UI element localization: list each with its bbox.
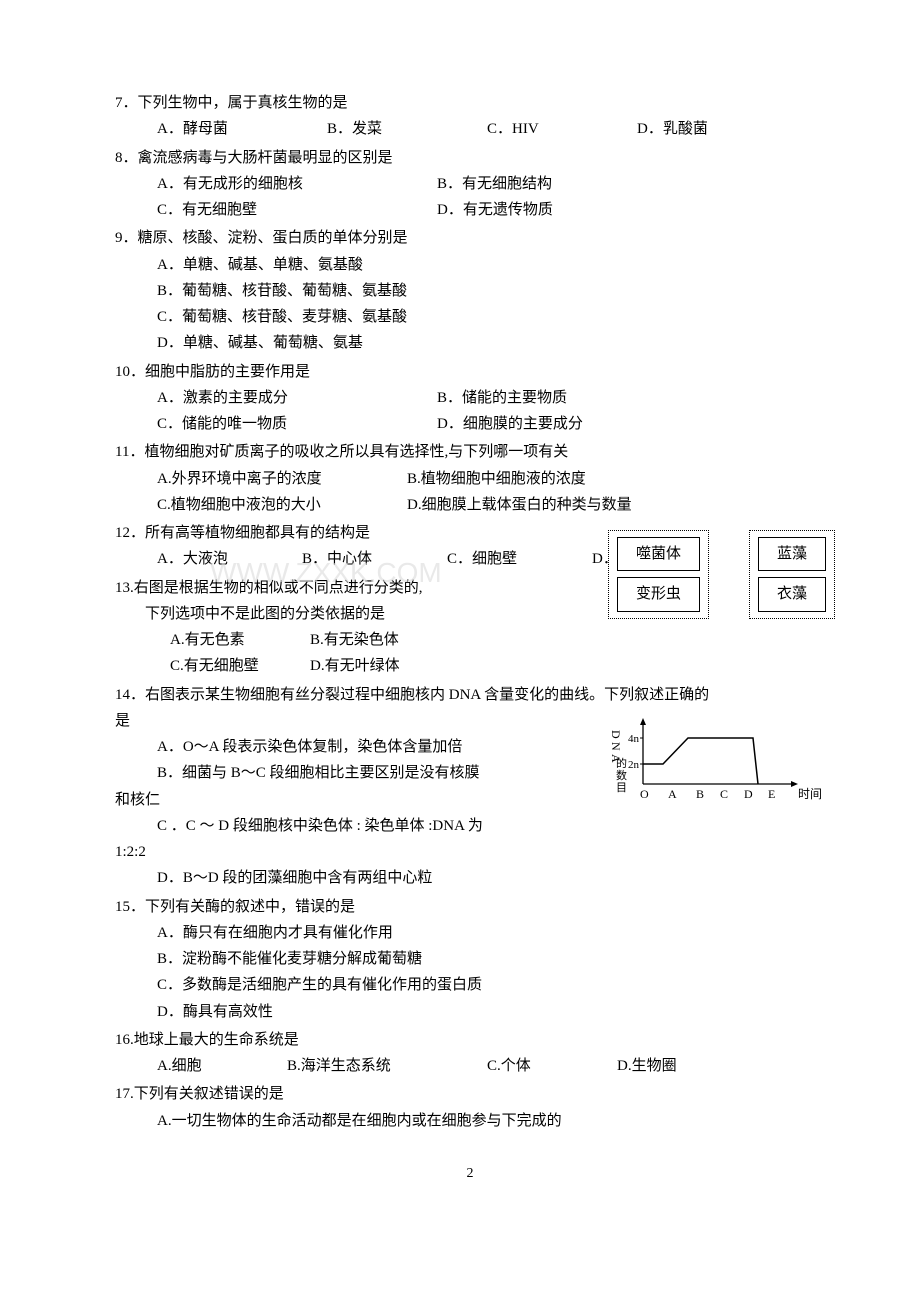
opt-a: A．O～A 段表示染色体复制，染色体含量加倍: [157, 739, 462, 755]
q-text: .地球上最大的生命系统是: [130, 1032, 299, 1048]
q-num: 16: [115, 1032, 130, 1048]
opt-d: D.生物圈: [617, 1053, 747, 1079]
q13-cell: 变形虫: [617, 577, 700, 611]
xtick: E: [768, 787, 775, 801]
xtick: C: [720, 787, 728, 801]
q-text: ．右图表示某生物细胞有丝分裂过程中细胞核内 DNA 含量变化的曲线。下列叙述正确…: [130, 687, 709, 703]
opt-a: A.有无色素: [170, 627, 310, 653]
page-number: 2: [115, 1162, 825, 1187]
opt-b: B．储能的主要物质: [437, 385, 717, 411]
opt-b: B.有无染色体: [310, 627, 450, 653]
question-16: 16.地球上最大的生命系统是 A.细胞 B.海洋生态系统 C.个体 D.生物圈: [115, 1027, 825, 1080]
opt-a: A．单糖、碱基、单糖、氨基酸: [157, 257, 363, 273]
q13-cell: 衣藻: [758, 577, 826, 611]
q13-diagram: 噬菌体 变形虫 蓝藻 衣藻: [608, 530, 835, 619]
opt-a: A．酵母菌: [157, 116, 327, 142]
opt-c-cont: 1:2:2: [115, 839, 825, 865]
ylabel-char: 目: [616, 782, 627, 794]
q-num: 8: [115, 150, 123, 166]
opt-a: A.细胞: [157, 1053, 287, 1079]
q-text: .右图是根据生物的相似或不同点进行分类的,: [130, 580, 423, 596]
opt-c: C.植物细胞中液泡的大小: [157, 492, 407, 518]
opt-a: A.一切生物体的生命活动都是在细胞内或在细胞参与下完成的: [157, 1113, 562, 1129]
ytick: 2n: [628, 759, 640, 771]
ytick: 4n: [628, 733, 640, 745]
ylabel-char: 的: [616, 756, 627, 770]
opt-d: D．单糖、碱基、葡萄糖、氨基: [157, 335, 363, 351]
q-text: ．糖原、核酸、淀粉、蛋白质的单体分别是: [123, 230, 408, 246]
question-17: 17.下列有关叙述错误的是 A.一切生物体的生命活动都是在细胞内或在细胞参与下完…: [115, 1081, 825, 1134]
opt-d: D.有无叶绿体: [310, 653, 450, 679]
q-num: 9: [115, 230, 123, 246]
q-text: ．禽流感病毒与大肠杆菌最明显的区别是: [123, 150, 393, 166]
xtick: D: [744, 787, 753, 801]
opt-c: C．细胞壁: [447, 546, 592, 572]
opt-d: D．乳酸菌: [637, 116, 787, 142]
opt-a: A．大液泡: [157, 546, 302, 572]
ylabel-char: 数: [616, 769, 627, 782]
ylabel-char: D: [609, 730, 623, 739]
opt-a: A．酶只有在细胞内才具有催化作用: [157, 925, 393, 941]
xtick: A: [668, 787, 677, 801]
opt-c: C ．C ～ D 段细胞核中染色体 : 染色单体 :DNA 为: [157, 818, 483, 834]
q13-cell: 蓝藻: [758, 537, 826, 571]
q-num: 13: [115, 580, 130, 596]
q-num: 15: [115, 899, 130, 915]
opt-b: B．发菜: [327, 116, 487, 142]
opt-d: D．B～D 段的团藻细胞中含有两组中心粒: [157, 870, 432, 886]
q-num: 12: [115, 525, 130, 541]
opt-c: C.个体: [487, 1053, 617, 1079]
q-text: .下列有关叙述错误的是: [130, 1086, 284, 1102]
q13-cell: 噬菌体: [617, 537, 700, 571]
question-10: 10．细胞中脂肪的主要作用是 A．激素的主要成分 B．储能的主要物质 C．储能的…: [115, 359, 825, 438]
question-7: 7．下列生物中，属于真核生物的是 A．酵母菌 B．发菜 C．HIV D．乳酸菌: [115, 90, 825, 143]
opt-d: D．酶具有高效性: [157, 1004, 273, 1020]
q14-chart: D N A 的 数 目 4n 2n O A B C D E 时间: [608, 712, 823, 816]
opt-b: B.植物细胞中细胞液的浓度: [407, 466, 687, 492]
question-15: 15．下列有关酶的叙述中，错误的是 A．酶只有在细胞内才具有催化作用 B．淀粉酶…: [115, 894, 825, 1025]
question-9: 9．糖原、核酸、淀粉、蛋白质的单体分别是 A．单糖、碱基、单糖、氨基酸 B．葡萄…: [115, 225, 825, 356]
opt-b: B．淀粉酶不能催化麦芽糖分解成葡萄糖: [157, 951, 422, 967]
xlabel: 时间: [798, 787, 822, 801]
opt-c: C.有无细胞壁: [170, 653, 310, 679]
q-text: ．细胞中脂肪的主要作用是: [130, 364, 310, 380]
opt-b: B．细菌与 B～C 段细胞相比主要区别是没有核膜: [157, 765, 480, 781]
opt-b: B.海洋生态系统: [287, 1053, 487, 1079]
opt-a: A．激素的主要成分: [157, 385, 437, 411]
opt-d: D．有无遗传物质: [437, 197, 717, 223]
ylabel-char: N: [609, 742, 623, 751]
opt-a: A．有无成形的细胞核: [157, 171, 437, 197]
q-num: 7: [115, 95, 123, 111]
q-text: ．所有高等植物细胞都具有的结构是: [130, 525, 370, 541]
question-8: 8．禽流感病毒与大肠杆菌最明显的区别是 A．有无成形的细胞核 B．有无细胞结构 …: [115, 145, 825, 224]
q-text: ．下列有关酶的叙述中，错误的是: [130, 899, 355, 915]
xtick: O: [640, 787, 649, 801]
opt-b: B．有无细胞结构: [437, 171, 717, 197]
xtick: B: [696, 787, 704, 801]
opt-c: C．葡萄糖、核苷酸、麦芽糖、氨基酸: [157, 309, 407, 325]
q-num: 10: [115, 364, 130, 380]
opt-a: A.外界环境中离子的浓度: [157, 466, 407, 492]
q-num: 14: [115, 687, 130, 703]
opt-c: C．HIV: [487, 116, 637, 142]
q-num: 17: [115, 1086, 130, 1102]
opt-c: C．储能的唯一物质: [157, 411, 437, 437]
q-text: ．植物细胞对矿质离子的吸收之所以具有选择性,与下列哪一项有关: [129, 444, 568, 460]
opt-d: D.细胞膜上载体蛋白的种类与数量: [407, 492, 687, 518]
q-text: ．下列生物中，属于真核生物的是: [123, 95, 348, 111]
opt-b: B．葡萄糖、核苷酸、葡萄糖、氨基酸: [157, 283, 407, 299]
question-11: 11．植物细胞对矿质离子的吸收之所以具有选择性,与下列哪一项有关 A.外界环境中…: [115, 439, 825, 518]
opt-c: C．有无细胞壁: [157, 197, 437, 223]
opt-c: C．多数酶是活细胞产生的具有催化作用的蛋白质: [157, 977, 482, 993]
opt-b: B．中心体: [302, 546, 447, 572]
q-num: 11: [115, 444, 129, 460]
opt-d: D．细胞膜的主要成分: [437, 411, 717, 437]
